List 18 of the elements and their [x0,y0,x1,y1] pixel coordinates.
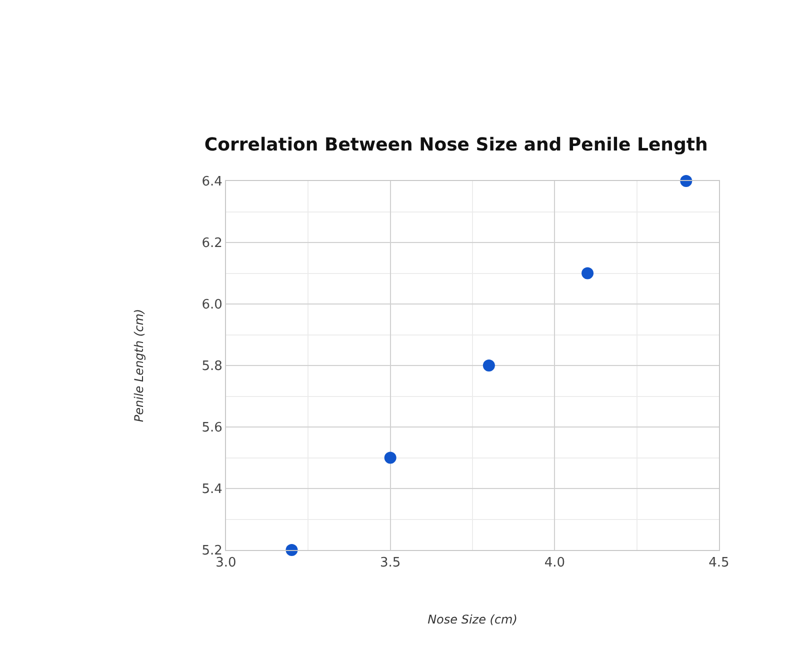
y-tick-label: 5.6 [202,420,222,436]
point [582,267,594,280]
point [482,360,495,372]
point [286,544,298,556]
x-tick-label: 4.0 [544,556,566,571]
y-axis-title: Penile Length (cm) [132,308,146,422]
point [384,452,396,464]
y-tick-label: 6.2 [202,236,222,252]
y-tick-label: 6.4 [202,174,222,190]
y-tick-label: 5.8 [202,359,222,374]
x-axis-title: Nose Size (cm) [428,612,518,626]
y-tick-label: 6.0 [202,298,222,313]
x-tick-label: 4.5 [708,556,730,571]
x-tick-label: 3.5 [380,556,401,571]
y-tick-label: 5.4 [202,482,222,498]
x-tick-label: 3.0 [216,556,236,571]
point [680,175,692,187]
chart-title: Correlation Between Nose Size and Penile Length [204,134,708,156]
